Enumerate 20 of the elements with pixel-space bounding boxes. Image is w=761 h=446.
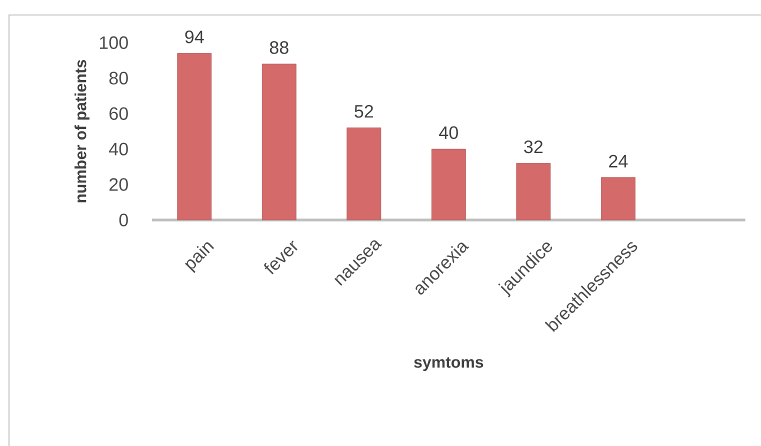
data-label: 24 — [609, 154, 628, 168]
y-tick-label: 60 — [110, 107, 128, 120]
data-label: 52 — [354, 104, 374, 118]
y-tick-label: 20 — [110, 178, 128, 191]
data-label: 32 — [524, 140, 543, 154]
y-tick-label: 80 — [109, 72, 128, 84]
y-axis-title: number of patients — [74, 60, 90, 202]
bar — [431, 148, 466, 220]
bar — [262, 64, 296, 220]
bar — [177, 53, 212, 220]
y-tick-label: 0 — [119, 214, 128, 226]
data-label: 94 — [185, 30, 204, 44]
bar — [600, 177, 636, 220]
data-label: 40 — [439, 126, 458, 140]
y-tick-label: 40 — [109, 142, 128, 156]
bar — [346, 128, 382, 220]
bar — [516, 163, 551, 220]
data-label: 88 — [270, 41, 288, 54]
x-axis-title: symtoms — [414, 357, 484, 372]
y-tick-label: 100 — [100, 36, 128, 50]
